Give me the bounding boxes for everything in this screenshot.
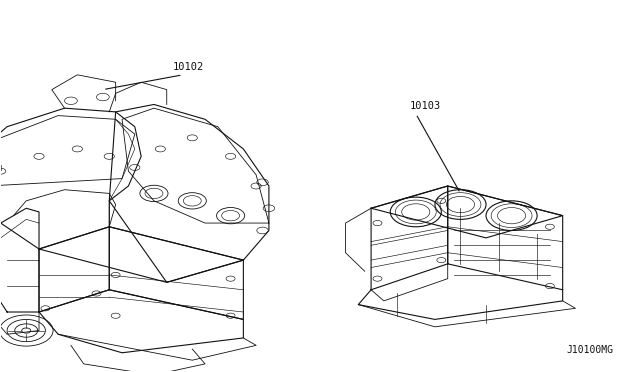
Text: 10103: 10103 <box>410 101 441 111</box>
Text: J10100MG: J10100MG <box>567 344 614 355</box>
Text: 10102: 10102 <box>173 62 204 73</box>
